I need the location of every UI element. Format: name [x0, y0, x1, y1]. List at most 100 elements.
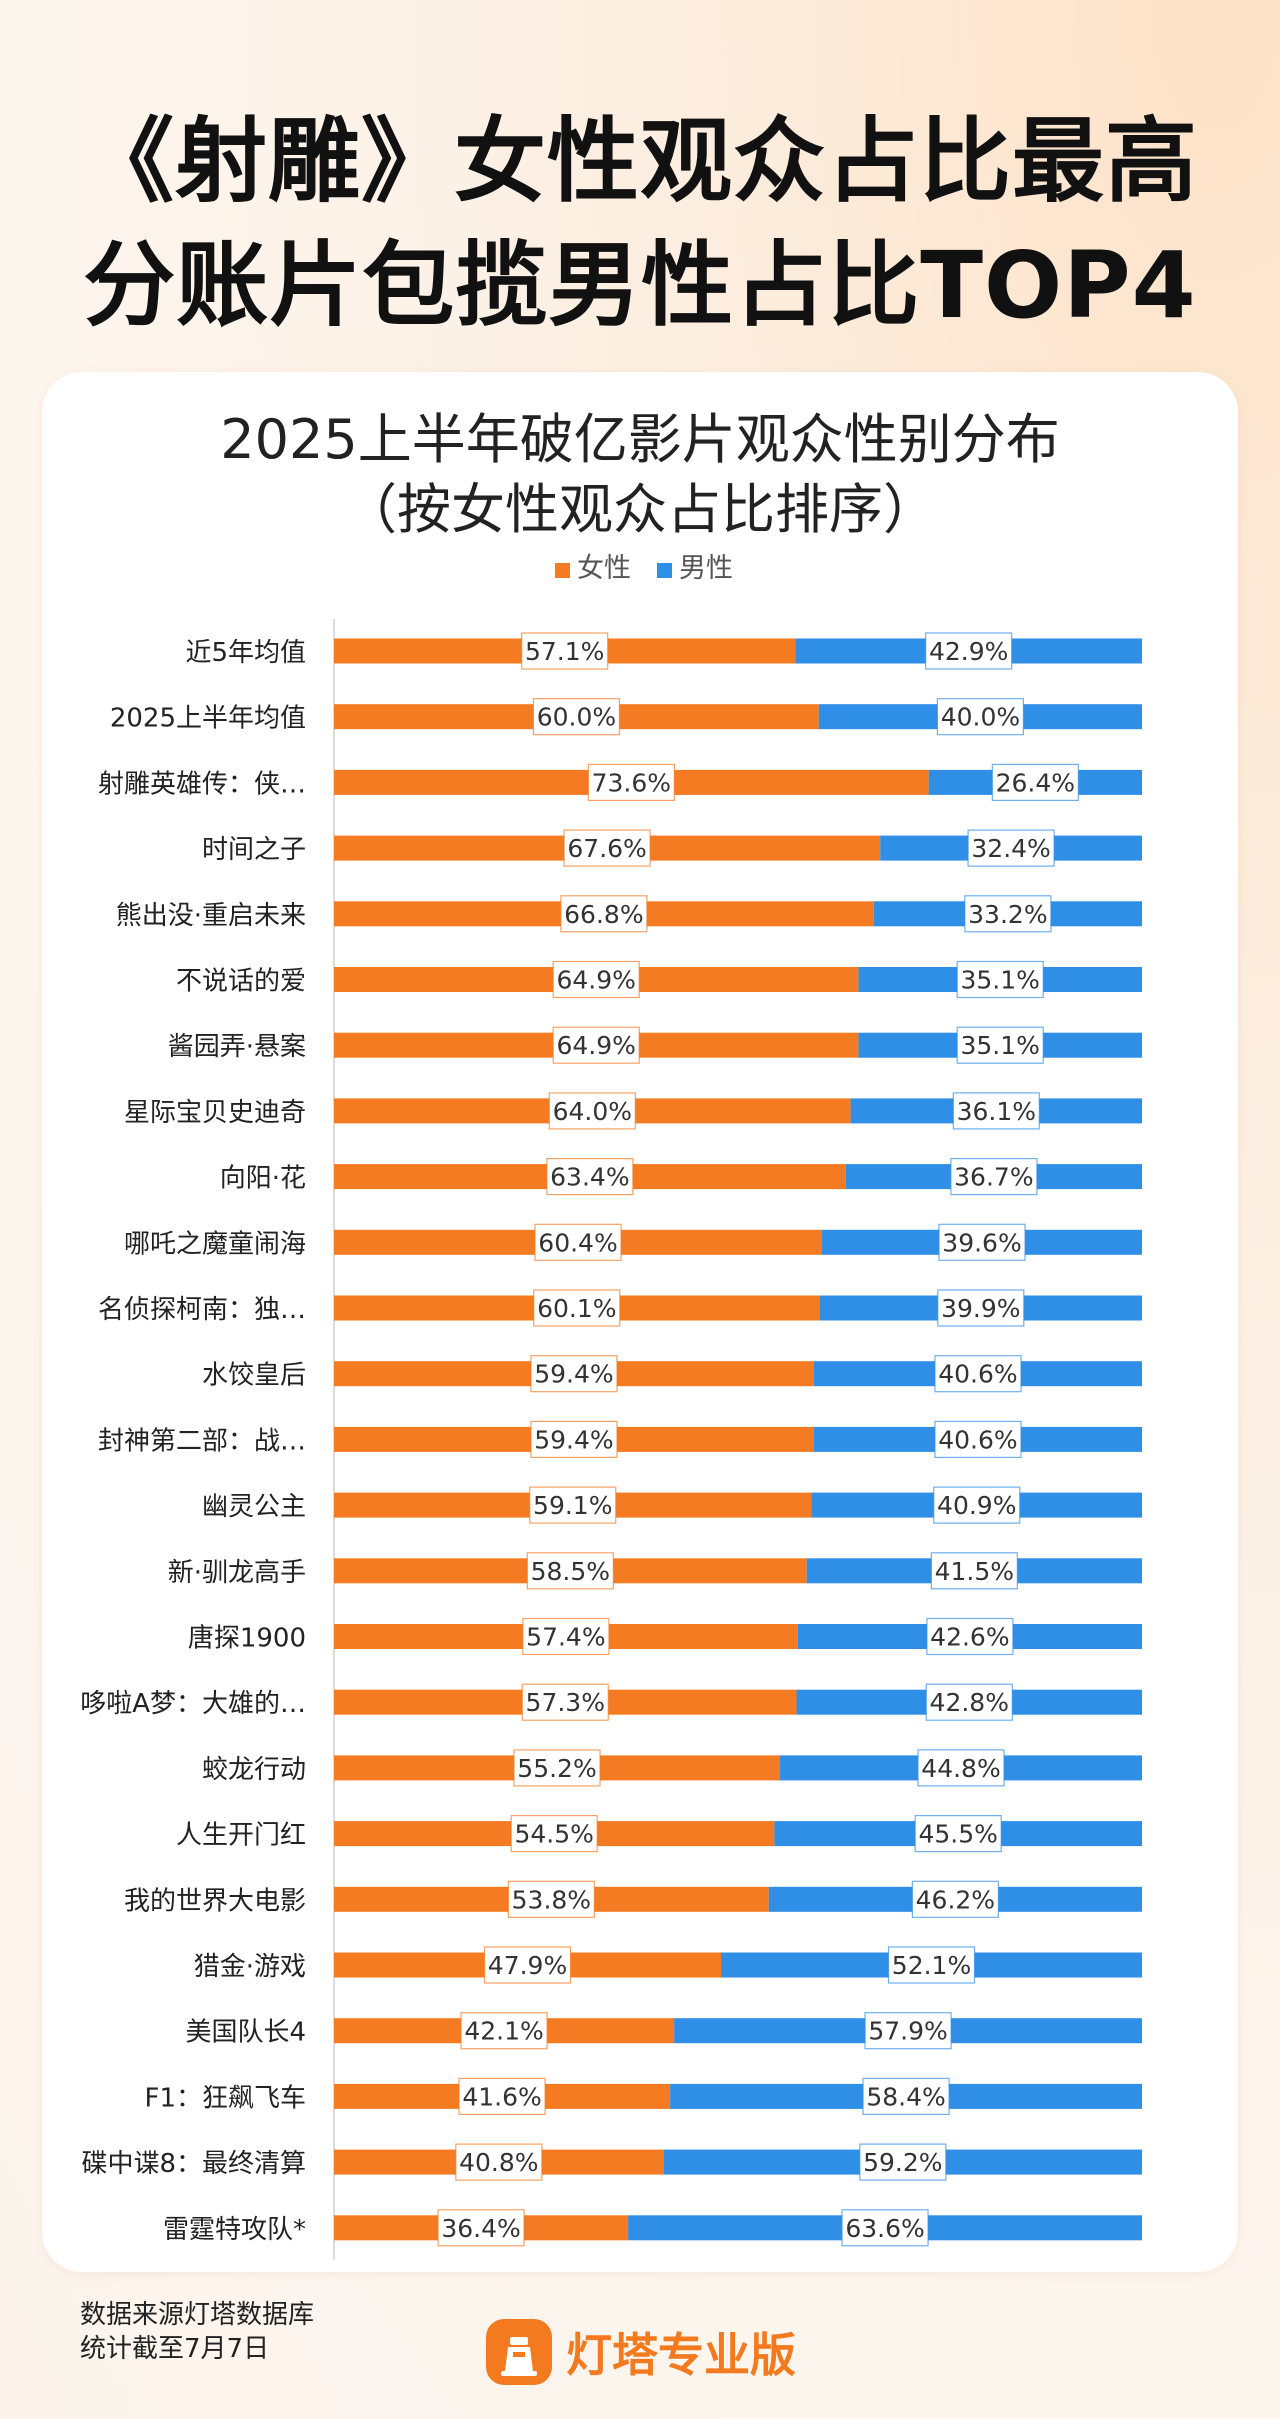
data-label-female-box — [526, 1552, 614, 1590]
category-label: 我的世界大电影 — [124, 1886, 306, 1916]
category-label: 新·驯龙高手 — [168, 1558, 306, 1588]
data-label-female: 60.0% — [537, 703, 616, 732]
data-label-female: 60.4% — [538, 1228, 617, 1257]
data-label-female: 59.4% — [534, 1360, 613, 1389]
data-label-female-box — [513, 1749, 601, 1787]
data-label-male: 39.6% — [942, 1228, 1021, 1257]
data-label-female-box — [552, 960, 640, 999]
data-label-male: 42.6% — [930, 1623, 1009, 1652]
data-label-male: 40.6% — [938, 1425, 1017, 1454]
chart-title: 2025上半年破亿影片观众性别分布 — [220, 408, 1060, 471]
data-label-female: 47.9% — [488, 1951, 567, 1980]
data-label-female: 67.6% — [567, 834, 646, 863]
data-label-male: 44.8% — [921, 1754, 1000, 1783]
data-label-female-box — [529, 1486, 617, 1524]
data-label-male-box — [914, 1814, 1002, 1853]
category-label: 水饺皇后 — [202, 1361, 306, 1391]
data-label-male: 39.9% — [941, 1294, 1020, 1323]
legend-label-female: 女性 — [577, 553, 631, 584]
data-label-male-box — [967, 829, 1055, 867]
category-label: 星际宝贝史迪奇 — [124, 1098, 306, 1128]
data-label-male: 41.5% — [935, 1557, 1014, 1586]
data-label-female: 41.6% — [462, 2082, 541, 2111]
data-label-male: 36.7% — [954, 1163, 1033, 1192]
data-label-female-box — [437, 2209, 525, 2247]
category-label: 碟中谍8：最终清算 — [81, 2149, 306, 2179]
category-label: 射雕英雄传：侠… — [98, 769, 306, 799]
category-label: 猎金·游戏 — [194, 1952, 306, 1982]
data-label-male-box — [917, 1749, 1005, 1787]
data-label-female-box — [522, 1617, 610, 1656]
data-label-male: 32.4% — [971, 834, 1050, 863]
category-label: 2025上半年均值 — [110, 704, 306, 734]
data-label-female: 36.4% — [441, 2214, 520, 2243]
category-label: 酱园弄·悬案 — [168, 1032, 306, 1062]
category-label: 时间之子 — [202, 835, 306, 865]
legend-swatch-male — [657, 563, 672, 578]
data-label-female: 57.4% — [526, 1623, 605, 1652]
data-label-female: 57.3% — [526, 1688, 605, 1717]
legend-label-male: 男性 — [679, 553, 733, 584]
data-label-female-box — [587, 763, 675, 802]
data-label-male-box — [841, 2209, 929, 2247]
data-label-male-box — [956, 1026, 1044, 1064]
headline-line-1: 《射雕》女性观众占比最高 — [81, 108, 1198, 215]
data-label-male-box — [926, 1617, 1014, 1656]
data-label-male: 63.6% — [845, 2214, 924, 2243]
data-label-female: 64.9% — [556, 1031, 635, 1060]
data-label-female: 40.8% — [459, 2148, 538, 2177]
category-label: 唐探1900 — [188, 1624, 306, 1654]
headline-line-2: 分账片包揽男性占比TOP4 — [83, 232, 1197, 339]
data-label-male-box — [859, 2143, 947, 2181]
data-label-male: 35.1% — [960, 1031, 1039, 1060]
footer-note: 数据来源灯塔数据库 统计截至7月7日 — [80, 2298, 314, 2366]
data-label-female-box — [458, 2077, 546, 2115]
data-label-male: 42.8% — [930, 1688, 1009, 1717]
data-source: 数据来源灯塔数据库 — [80, 2300, 315, 2330]
data-label-female-box — [521, 1683, 609, 1721]
data-label-male-box — [887, 1946, 976, 1984]
data-label-male-box — [862, 2077, 950, 2115]
data-label-male: 46.2% — [916, 1885, 995, 1914]
category-label: F1：狂飙飞车 — [145, 2083, 307, 2113]
data-label-male: 36.1% — [957, 1097, 1036, 1126]
data-label-female-box — [507, 1880, 595, 1918]
data-label-female: 53.8% — [512, 1885, 591, 1914]
data-label-female: 59.1% — [533, 1491, 612, 1520]
data-label-male: 35.1% — [960, 966, 1039, 995]
data-label-male: 59.2% — [863, 2148, 942, 2177]
data-label-male-box — [956, 960, 1044, 999]
data-label-male-box — [950, 1157, 1038, 1196]
data-label-female: 54.5% — [514, 1820, 593, 1849]
brand-logo: 灯塔专业版 — [486, 2318, 796, 2386]
category-label: 幽灵公主 — [202, 1492, 306, 1522]
data-label-female: 63.4% — [550, 1163, 629, 1192]
data-label-female: 60.1% — [537, 1294, 616, 1323]
legend-swatch-female — [555, 563, 570, 578]
data-label-male: 58.4% — [866, 2082, 945, 2111]
data-label-male-box — [925, 632, 1013, 670]
category-label: 蛟龙行动 — [202, 1755, 306, 1785]
data-label-male-box — [991, 763, 1079, 802]
data-label-female-box — [534, 1223, 622, 1261]
data-label-female: 42.1% — [464, 2017, 543, 2046]
chart-subtitle: （按女性观众占比排序） — [343, 478, 937, 541]
data-label-male-box — [911, 1880, 999, 1918]
data-label-male-box — [938, 1223, 1026, 1261]
data-label-female-box — [530, 1355, 618, 1393]
category-label: 哪吒之魔童闹海 — [124, 1229, 306, 1259]
data-label-female: 73.6% — [592, 768, 671, 797]
data-label-female-box — [510, 1814, 598, 1853]
data-label-female-box — [483, 1946, 572, 1984]
data-label-female-box — [532, 698, 621, 736]
data-label-female-box — [530, 1420, 618, 1459]
cutoff-date: 统计截至7月7日 — [80, 2334, 270, 2364]
data-label-female: 58.5% — [531, 1557, 610, 1586]
headline: 《射雕》女性观众占比最高 分账片包揽男性占比TOP4 — [0, 100, 1280, 348]
data-label-male-box — [930, 1552, 1018, 1590]
data-label-female-box — [521, 632, 609, 670]
data-label-female-box — [533, 1289, 621, 1327]
data-label-female: 64.0% — [553, 1097, 632, 1126]
category-label: 哆啦A梦：大雄的… — [80, 1689, 306, 1719]
data-label-male-box — [937, 1289, 1025, 1327]
